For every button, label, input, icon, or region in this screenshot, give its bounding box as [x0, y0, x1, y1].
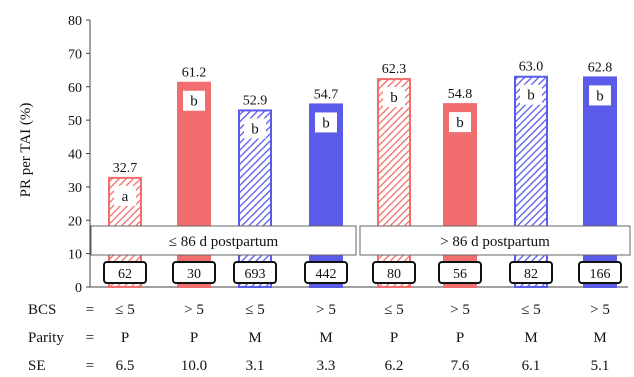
row-cell-se: 7.6: [451, 358, 470, 374]
bar: [377, 78, 411, 289]
sample-size-box: [103, 261, 147, 284]
sample-size-label: 80: [387, 267, 401, 282]
significance-letter-box: [315, 112, 337, 133]
significance-letter-box: [114, 185, 136, 206]
row-label-parity: Parity: [28, 330, 64, 346]
sample-size-label: 442: [316, 267, 337, 282]
row-cell-parity: P: [121, 330, 129, 346]
y-tick-label: 20: [68, 214, 82, 229]
row-cell-parity: P: [190, 330, 198, 346]
sample-size-label: 693: [245, 267, 266, 282]
row-cell-parity: M: [319, 330, 332, 346]
y-tick-label: 30: [68, 181, 82, 196]
group-box: [359, 225, 631, 256]
significance-letter-box: [449, 112, 471, 133]
row-cell-bcs: ≤ 5: [521, 302, 540, 318]
bar-value-label: 62.8: [588, 60, 613, 75]
significance-letter-box: [244, 118, 266, 139]
bar-value-label: 54.7: [314, 87, 339, 102]
significance-letter-box: [520, 84, 542, 105]
row-cell-bcs: ≤ 5: [245, 302, 264, 318]
row-equals-bcs: =: [86, 302, 94, 318]
y-axis-label: PR per TAI (%): [18, 103, 34, 198]
bar-value-label: 54.8: [448, 87, 473, 102]
row-cell-bcs: ≤ 5: [115, 302, 134, 318]
y-tick-label: 60: [68, 81, 82, 96]
bar: [177, 81, 211, 289]
sample-size-label: 62: [118, 267, 132, 282]
y-tick-label: 40: [68, 148, 82, 163]
y-tick-label: 10: [68, 248, 82, 263]
row-cell-parity: M: [593, 330, 606, 346]
row-equals-parity: =: [86, 330, 94, 346]
y-tick-label: 80: [68, 14, 82, 29]
sample-size-boxes: 62 30 693 442 80 56 82 166: [103, 261, 622, 284]
significance-letter-box: [183, 90, 205, 111]
bar: [309, 103, 343, 288]
row-cell-se: 3.3: [317, 358, 336, 374]
row-cell-se: 3.1: [246, 358, 265, 374]
row-cell-bcs: > 5: [316, 302, 336, 318]
sample-size-label: 166: [590, 267, 611, 282]
row-cell-bcs: > 5: [590, 302, 610, 318]
sample-size-box: [233, 261, 277, 284]
sample-size-label: 56: [453, 267, 467, 282]
sample-size-label: 82: [524, 267, 538, 282]
significance-letter-box: [589, 85, 611, 106]
row-cell-se: 6.5: [116, 358, 135, 374]
row-cell-parity: P: [456, 330, 464, 346]
row-cell-se: 6.1: [522, 358, 541, 374]
row-label-bcs: BCS: [28, 302, 56, 318]
bar-value-label: 62.3: [382, 62, 407, 77]
axes: 0 10 20 30 40 50 60 70 80: [68, 14, 628, 296]
significance-letter-box: [383, 87, 405, 108]
row-cell-parity: M: [524, 330, 537, 346]
row-cell-bcs: > 5: [450, 302, 470, 318]
significance-letter: b: [456, 115, 464, 131]
row-cell-bcs: ≤ 5: [384, 302, 403, 318]
row-equals-se: =: [86, 358, 94, 374]
y-tick-label: 0: [75, 281, 82, 296]
row-cell-se: 5.1: [591, 358, 610, 374]
row-label-se: SE: [28, 358, 46, 374]
significance-letter: b: [390, 90, 398, 106]
row-cell-parity: M: [248, 330, 261, 346]
y-tick-label: 50: [68, 114, 82, 129]
significance-letter: b: [322, 115, 330, 131]
row-cell-bcs: > 5: [184, 302, 204, 318]
group-label: ≤ 86 d postpartum: [169, 234, 279, 250]
significance-letter: b: [251, 121, 259, 137]
group-boxes: ≤ 86 d postpartum > 86 d postpartum: [90, 225, 631, 256]
row-cell-parity: P: [390, 330, 398, 346]
significance-letter: b: [596, 88, 604, 104]
sample-size-box: [438, 261, 482, 284]
bar-value-label: 52.9: [243, 93, 268, 108]
significance-letter: a: [122, 189, 129, 205]
group-label: > 86 d postpartum: [440, 234, 550, 250]
sample-size-box: [172, 261, 216, 284]
bottom-rows: BCS = ≤ 5 > 5 ≤ 5 > 5 ≤ 5 > 5 ≤ 5 > 5 Parity = P P M M P…: [28, 302, 610, 374]
sample-size-box: [304, 261, 348, 284]
bar-value-label: 61.2: [182, 66, 207, 81]
bar-value-label: 63.0: [519, 60, 544, 75]
y-tick-label: 70: [68, 47, 82, 62]
significance-letter: b: [190, 94, 198, 110]
row-cell-se: 6.2: [385, 358, 404, 374]
row-cell-se: 10.0: [181, 358, 207, 374]
sample-size-box: [372, 261, 416, 284]
sample-size-label: 30: [187, 267, 201, 282]
group-box: [90, 225, 357, 256]
sample-size-box: [509, 261, 553, 284]
bar: [238, 109, 272, 289]
significance-letter: b: [527, 88, 535, 104]
bar: [583, 76, 617, 288]
bar-value-label: 32.7: [113, 161, 138, 176]
sample-size-box: [578, 261, 622, 284]
bar: [443, 103, 477, 289]
